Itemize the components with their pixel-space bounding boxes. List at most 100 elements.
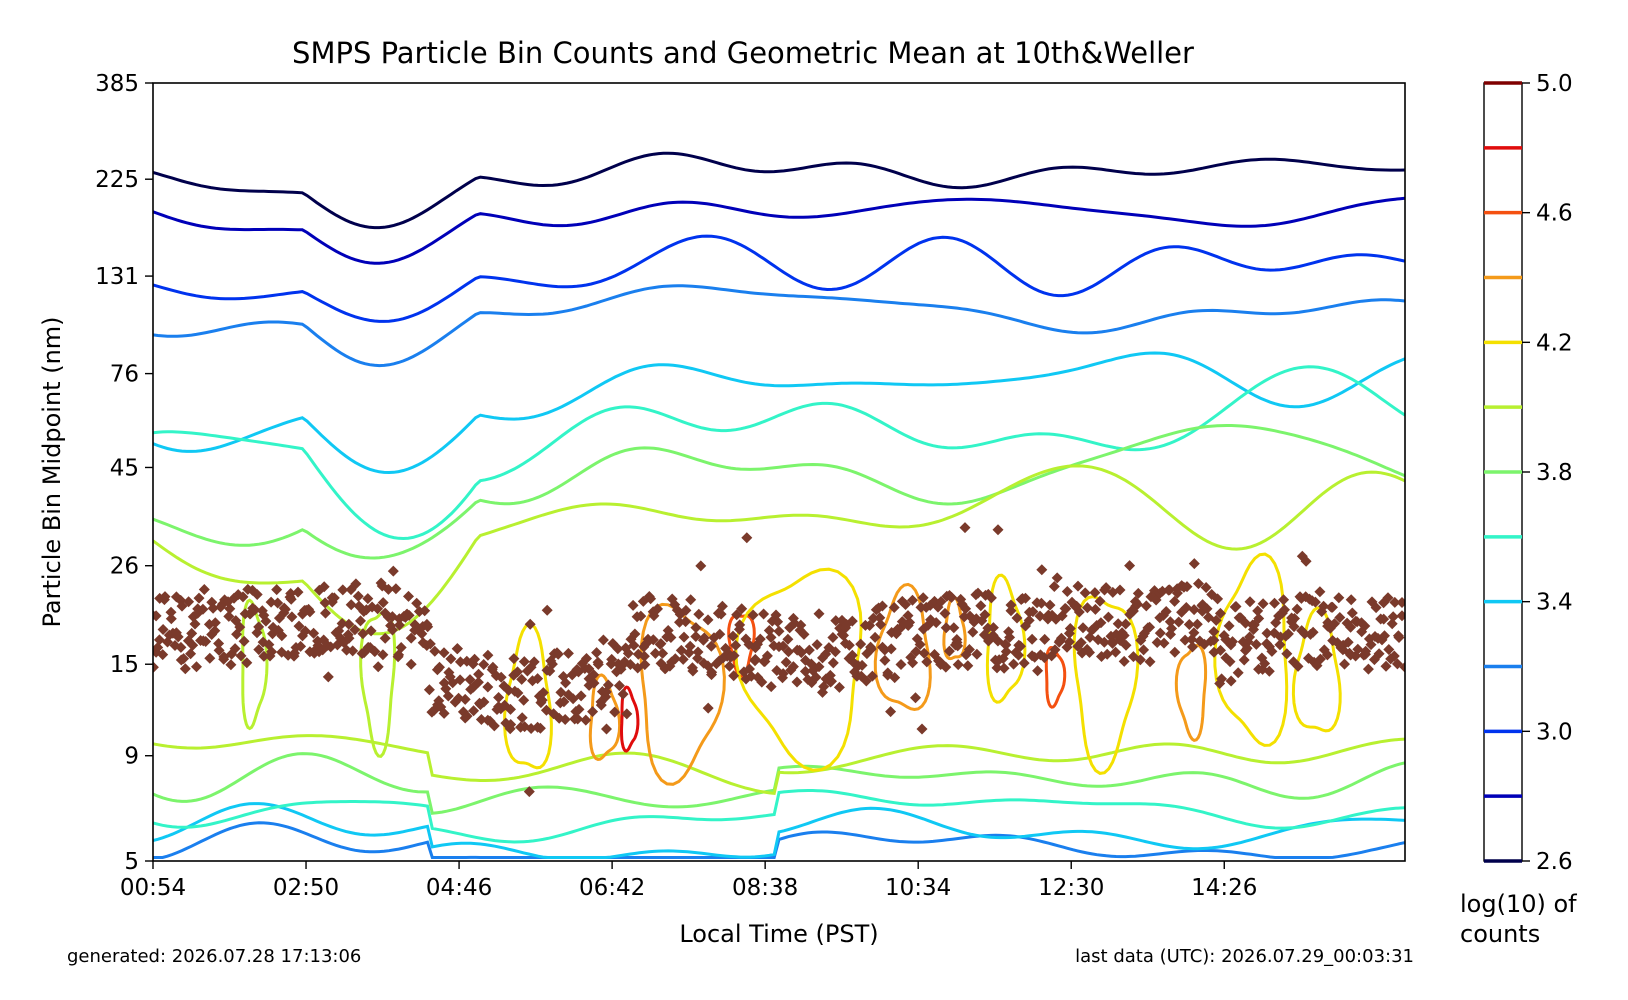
geometric-mean-point xyxy=(1318,600,1330,612)
x-tick-label: 08:38 xyxy=(732,875,798,901)
geometric-mean-point xyxy=(454,656,466,668)
geometric-mean-point xyxy=(1132,587,1144,599)
colorbar-label-line2: counts xyxy=(1460,920,1540,948)
geometric-mean-point xyxy=(422,621,434,633)
geometric-mean-point xyxy=(1321,649,1333,661)
geometric-mean-point xyxy=(403,609,415,621)
geometric-mean-point xyxy=(241,657,253,669)
geometric-mean-point xyxy=(846,649,858,661)
geometric-mean-point xyxy=(948,622,960,634)
geometric-mean-point xyxy=(393,619,405,631)
geometric-mean-point xyxy=(1193,578,1204,590)
geometric-mean-point xyxy=(1253,613,1265,624)
geometric-mean-point xyxy=(1039,633,1051,645)
geometric-mean-point xyxy=(572,713,584,725)
geometric-mean-point xyxy=(1281,648,1293,660)
geometric-mean-point xyxy=(1345,594,1357,606)
geometric-mean-point xyxy=(1389,596,1401,608)
geometric-mean-point xyxy=(1140,600,1152,612)
geometric-mean-point xyxy=(1279,604,1290,616)
geometric-mean-point xyxy=(575,690,587,702)
geometric-mean-point xyxy=(265,596,277,608)
geometric-mean-point xyxy=(621,708,633,720)
geometric-mean-point xyxy=(153,610,162,622)
geometric-mean-point xyxy=(1110,646,1122,658)
geometric-mean-point xyxy=(442,690,454,702)
y-tick-label: 225 xyxy=(95,167,139,193)
geometric-mean-point xyxy=(963,644,975,655)
geometric-mean-point xyxy=(403,590,414,602)
geometric-mean-point xyxy=(411,597,423,609)
colorbar-tick-label: 4.6 xyxy=(1536,201,1573,227)
contour-loop xyxy=(1072,595,1140,775)
geometric-mean-point xyxy=(1200,582,1212,593)
geometric-mean-point xyxy=(756,676,768,688)
geometric-mean-point xyxy=(559,714,571,725)
geometric-mean-point xyxy=(505,703,516,715)
geometric-mean-point xyxy=(1210,614,1222,626)
geometric-mean-point xyxy=(635,610,647,622)
geometric-mean-point xyxy=(372,603,384,615)
geometric-mean-point xyxy=(1386,618,1398,630)
geometric-mean-point xyxy=(266,646,278,658)
geometric-mean-point xyxy=(387,565,399,577)
x-axis: 00:54 02:50 04:46 06:42 08:38 10:34 12:30 14:26 xyxy=(120,861,1257,901)
geometric-mean-point xyxy=(1214,607,1226,619)
geometric-mean-point xyxy=(286,611,298,623)
geometric-mean-point xyxy=(795,619,807,631)
geometric-mean-point xyxy=(308,627,320,639)
geometric-mean-point xyxy=(1380,660,1392,672)
geometric-mean-point xyxy=(1084,647,1095,658)
geometric-mean-point xyxy=(1201,603,1213,615)
geometric-mean-point xyxy=(461,710,473,722)
geometric-mean-point xyxy=(1263,665,1275,677)
geometric-mean-point xyxy=(487,661,499,673)
geometric-mean-point xyxy=(271,584,283,596)
geometric-mean-point xyxy=(1118,655,1130,667)
geometric-mean-point xyxy=(279,603,291,615)
geometric-mean-point xyxy=(595,699,607,711)
x-tick-label: 04:46 xyxy=(426,875,492,901)
geometric-mean-point xyxy=(1266,645,1278,657)
geometric-mean-point xyxy=(1144,656,1156,668)
geometric-mean-point xyxy=(1224,656,1236,668)
geometric-mean-point xyxy=(377,597,389,609)
geometric-mean-point xyxy=(939,607,951,619)
geometric-mean-point xyxy=(1314,653,1326,665)
geometric-mean-point xyxy=(895,659,907,670)
geometric-mean-point xyxy=(213,638,225,649)
geometric-mean-point xyxy=(1269,597,1280,609)
geometric-mean-point xyxy=(960,603,972,615)
geometric-mean-point xyxy=(1244,631,1256,643)
geometric-mean-point xyxy=(153,634,165,646)
geometric-mean-point xyxy=(165,613,177,625)
geometric-mean-point xyxy=(1291,603,1303,615)
geometric-mean-point xyxy=(787,661,799,673)
geometric-mean-point xyxy=(885,643,897,655)
geometric-mean-point xyxy=(249,604,261,616)
geometric-mean-point xyxy=(512,666,523,678)
geometric-mean-point xyxy=(975,600,987,612)
geometric-mean-point xyxy=(1049,644,1061,656)
geometric-mean-point xyxy=(693,608,705,620)
geometric-mean-point xyxy=(1307,626,1319,638)
geometric-mean-point xyxy=(827,657,839,669)
colorbar-tick-label: 2.6 xyxy=(1536,849,1573,875)
plot-frame xyxy=(152,82,1406,862)
geometric-mean-point xyxy=(1346,607,1358,619)
geometric-mean-point xyxy=(985,592,997,604)
last-data-timestamp: last data (UTC): 2026.07.29_00:03:31 xyxy=(1075,946,1414,967)
geometric-mean-point xyxy=(865,643,877,655)
geometric-mean-point xyxy=(741,532,753,544)
geometric-mean-point xyxy=(1333,592,1345,604)
geometric-mean-point xyxy=(1003,626,1015,638)
y-tick-label: 385 xyxy=(95,71,139,97)
geometric-mean-point xyxy=(1382,592,1394,604)
geometric-mean-point xyxy=(524,618,536,630)
geometric-mean-point xyxy=(1013,649,1024,661)
geometric-mean-point xyxy=(505,719,517,730)
geometric-mean-point xyxy=(285,593,297,605)
geometric-mean-point xyxy=(946,591,957,603)
geometric-mean-point xyxy=(866,670,878,682)
geometric-mean-point xyxy=(1118,630,1130,641)
